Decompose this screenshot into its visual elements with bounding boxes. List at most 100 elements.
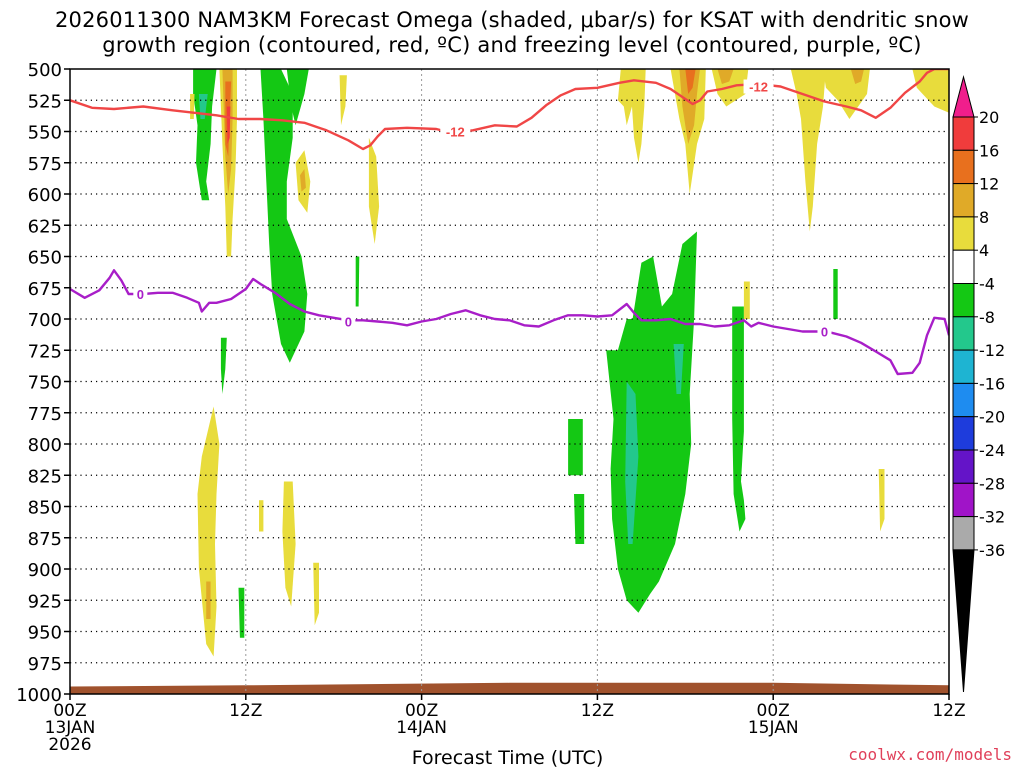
y-tick-label-600: 600 xyxy=(28,185,62,206)
y-tick-label-650: 650 xyxy=(28,248,62,269)
y-tick-label-875: 875 xyxy=(28,529,62,550)
colorbar-label-12: -32 xyxy=(979,508,1005,527)
colorbar-swatch-12 xyxy=(952,482,975,518)
x-tick-label-0-1: 13JAN xyxy=(45,718,96,738)
x-tick-label-0-0: 00Z xyxy=(53,701,86,721)
omega-region-34 xyxy=(685,69,696,94)
colorbar-label-4: 4 xyxy=(979,241,989,260)
colorbar-label-13: -36 xyxy=(979,541,1005,560)
colorbar-bottom-arrow xyxy=(952,549,975,693)
omega-region-27 xyxy=(743,281,750,319)
x-tick-label-48-0: 00Z xyxy=(757,701,790,721)
omega-region-18 xyxy=(259,500,264,532)
terrain-strip xyxy=(70,682,949,694)
contour-label-bg-1-1 xyxy=(341,314,356,329)
omega-region-20 xyxy=(313,562,319,626)
y-tick-label-825: 825 xyxy=(28,466,62,487)
omega-region-16 xyxy=(206,581,211,619)
contour-label-bg-1-2 xyxy=(817,324,832,339)
omega-shading-layer xyxy=(190,69,949,657)
colorbar-label-1: 16 xyxy=(979,141,999,160)
x-tick-label-48-1: 15JAN xyxy=(748,718,799,738)
colorbar-swatch-6 xyxy=(952,283,975,318)
omega-region-40 xyxy=(912,69,949,113)
y-tick-label-800: 800 xyxy=(28,435,62,456)
colorbar-swatch-7 xyxy=(952,316,975,351)
colorbar-label-7: -12 xyxy=(979,341,1005,360)
omega-region-36 xyxy=(717,69,734,84)
x-tick-label-12-0: 12Z xyxy=(229,701,262,721)
colorbar-label-9: -20 xyxy=(979,408,1005,427)
source-credit: coolwx.com/models xyxy=(848,745,1012,764)
contour-line-1 xyxy=(70,269,949,376)
y-axis: 500 525 550 575 600 625 650 675 700 725 750 775 800 8… xyxy=(16,60,70,706)
x-axis-label: Forecast Time (UTC) xyxy=(412,747,603,768)
y-tick-label-975: 975 xyxy=(28,654,62,675)
contour-label-0-1: -12 xyxy=(749,80,768,95)
x-tick-label-36-0: 12Z xyxy=(581,701,614,721)
colorbar-label-8: -16 xyxy=(979,374,1005,393)
y-tick-label-525: 525 xyxy=(28,91,62,112)
omega-region-31 xyxy=(629,69,646,163)
contour-label-1-2: 0 xyxy=(821,325,828,340)
omega-region-17 xyxy=(238,587,245,638)
y-tick-label-700: 700 xyxy=(28,310,62,331)
y-tick-label-1000: 1000 xyxy=(16,685,62,706)
omega-region-26 xyxy=(732,306,746,532)
omega-region-12 xyxy=(355,256,360,307)
omega-region-25 xyxy=(673,344,684,394)
omega-region-13 xyxy=(190,94,195,119)
omega-region-22 xyxy=(574,494,585,544)
colorbar-swatch-2 xyxy=(952,149,975,185)
omega-region-37 xyxy=(790,69,826,232)
y-tick-label-575: 575 xyxy=(28,154,62,175)
colorbar-swatch-13 xyxy=(952,516,975,551)
y-tick-label-500: 500 xyxy=(28,60,62,81)
omega-region-10 xyxy=(339,75,347,126)
y-tick-label-550: 550 xyxy=(28,123,62,144)
omega-region-9 xyxy=(300,169,306,192)
x-tick-label-24-0: 00Z xyxy=(405,701,438,721)
colorbar-label-6: -8 xyxy=(979,308,995,327)
colorbar-swatch-10 xyxy=(952,416,975,451)
chart-title-line2: growth region (contoured, red, ºC) and f… xyxy=(102,33,922,57)
y-tick-label-675: 675 xyxy=(28,279,62,300)
contour-line-0 xyxy=(70,69,949,151)
contour-label-bg-0-0 xyxy=(440,124,471,139)
omega-region-39 xyxy=(850,69,864,84)
omega-region-28 xyxy=(833,269,838,319)
omega-region-0 xyxy=(193,69,217,201)
omega-region-21 xyxy=(568,419,583,476)
omega-region-29 xyxy=(878,469,885,532)
omega-region-7 xyxy=(286,69,309,126)
contour-label-0-0: -12 xyxy=(446,125,465,140)
y-tick-label-950: 950 xyxy=(28,623,62,644)
omega-region-19 xyxy=(282,481,296,607)
y-tick-label-775: 775 xyxy=(28,404,62,425)
colorbar-label-11: -28 xyxy=(979,474,1005,493)
colorbar-swatch-4 xyxy=(952,216,975,251)
colorbar-swatch-9 xyxy=(952,382,975,418)
colorbar-swatch-5 xyxy=(952,249,975,284)
y-tick-label-725: 725 xyxy=(28,341,62,362)
colorbar: 20 16 12 8 4 -4 -8 -12 -16 -20 -24 -28 -32 -36 xyxy=(952,75,1005,693)
colorbar-swatch-1 xyxy=(952,116,975,151)
contour-layer: -12 -12 0 0 0 xyxy=(70,69,949,376)
omega-region-15 xyxy=(197,406,220,657)
chart-title-line1: 2026011300 NAM3KM Forecast Omega (shaded… xyxy=(54,8,970,32)
colorbar-label-3: 8 xyxy=(979,208,989,227)
colorbar-swatch-3 xyxy=(952,183,975,218)
omega-region-24 xyxy=(625,381,639,544)
colorbar-label-10: -24 xyxy=(979,441,1005,460)
y-tick-label-750: 750 xyxy=(28,373,62,394)
contour-label-bg-1-0 xyxy=(133,287,148,301)
y-tick-label-850: 850 xyxy=(28,498,62,519)
x-tick-label-0-2: 2026 xyxy=(48,735,91,755)
x-tick-label-60-0: 12Z xyxy=(932,701,965,721)
colorbar-swatch-11 xyxy=(952,449,975,484)
y-tick-label-900: 900 xyxy=(28,560,62,581)
contour-label-bg-0-1 xyxy=(743,79,774,94)
omega-region-6 xyxy=(260,69,308,363)
omega-region-11 xyxy=(368,137,380,244)
